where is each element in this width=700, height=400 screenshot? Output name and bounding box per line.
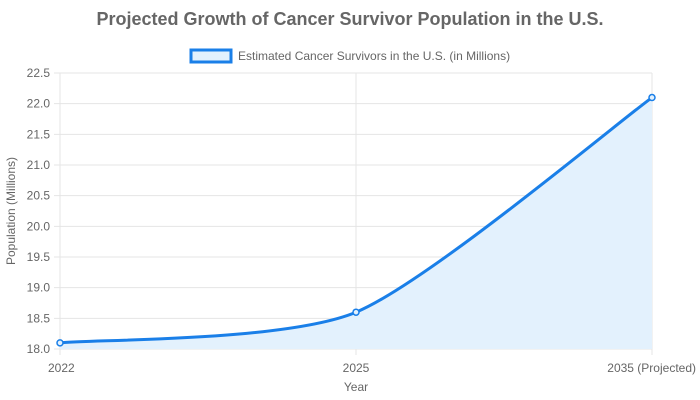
legend-label: Estimated Cancer Survivors in the U.S. (… (238, 49, 510, 63)
legend-swatch (189, 48, 233, 64)
y-tick-label: 19.5 (27, 250, 51, 264)
x-axis-title: Year (344, 380, 368, 394)
data-point (648, 93, 656, 102)
y-tick-label: 21.0 (27, 158, 51, 172)
chart-title: Projected Growth of Cancer Survivor Popu… (96, 9, 603, 29)
y-tick-label: 22.5 (27, 66, 51, 80)
y-tick-label: 19.0 (27, 281, 51, 295)
y-tick-label: 22.0 (27, 97, 51, 111)
data-point (56, 339, 64, 347)
x-tick-label: 2025 (343, 361, 370, 375)
y-tick-label: 18.0 (27, 342, 51, 356)
y-tick-label: 21.5 (27, 127, 51, 141)
data-point (352, 308, 360, 316)
x-axis-ticks: 2022 2025 2035 (Projected) (48, 361, 696, 375)
legend[interactable]: Estimated Cancer Survivors in the U.S. (… (189, 48, 510, 64)
y-axis-ticks: 18.0 18.5 19.0 19.5 20.0 20.5 21.0 21.5 22.0 22.5 (27, 66, 51, 356)
x-tick-label: 2035 (Projected) (607, 361, 696, 375)
y-axis-title: Population (Millions) (4, 157, 18, 265)
y-tick-label: 20.0 (27, 219, 51, 233)
y-tick-label: 20.5 (27, 189, 51, 203)
plot-area-fill (60, 97, 652, 350)
x-tick-label: 2022 (48, 361, 75, 375)
series-area (60, 97, 652, 350)
y-tick-label: 18.5 (27, 311, 51, 325)
data-points (56, 93, 656, 347)
